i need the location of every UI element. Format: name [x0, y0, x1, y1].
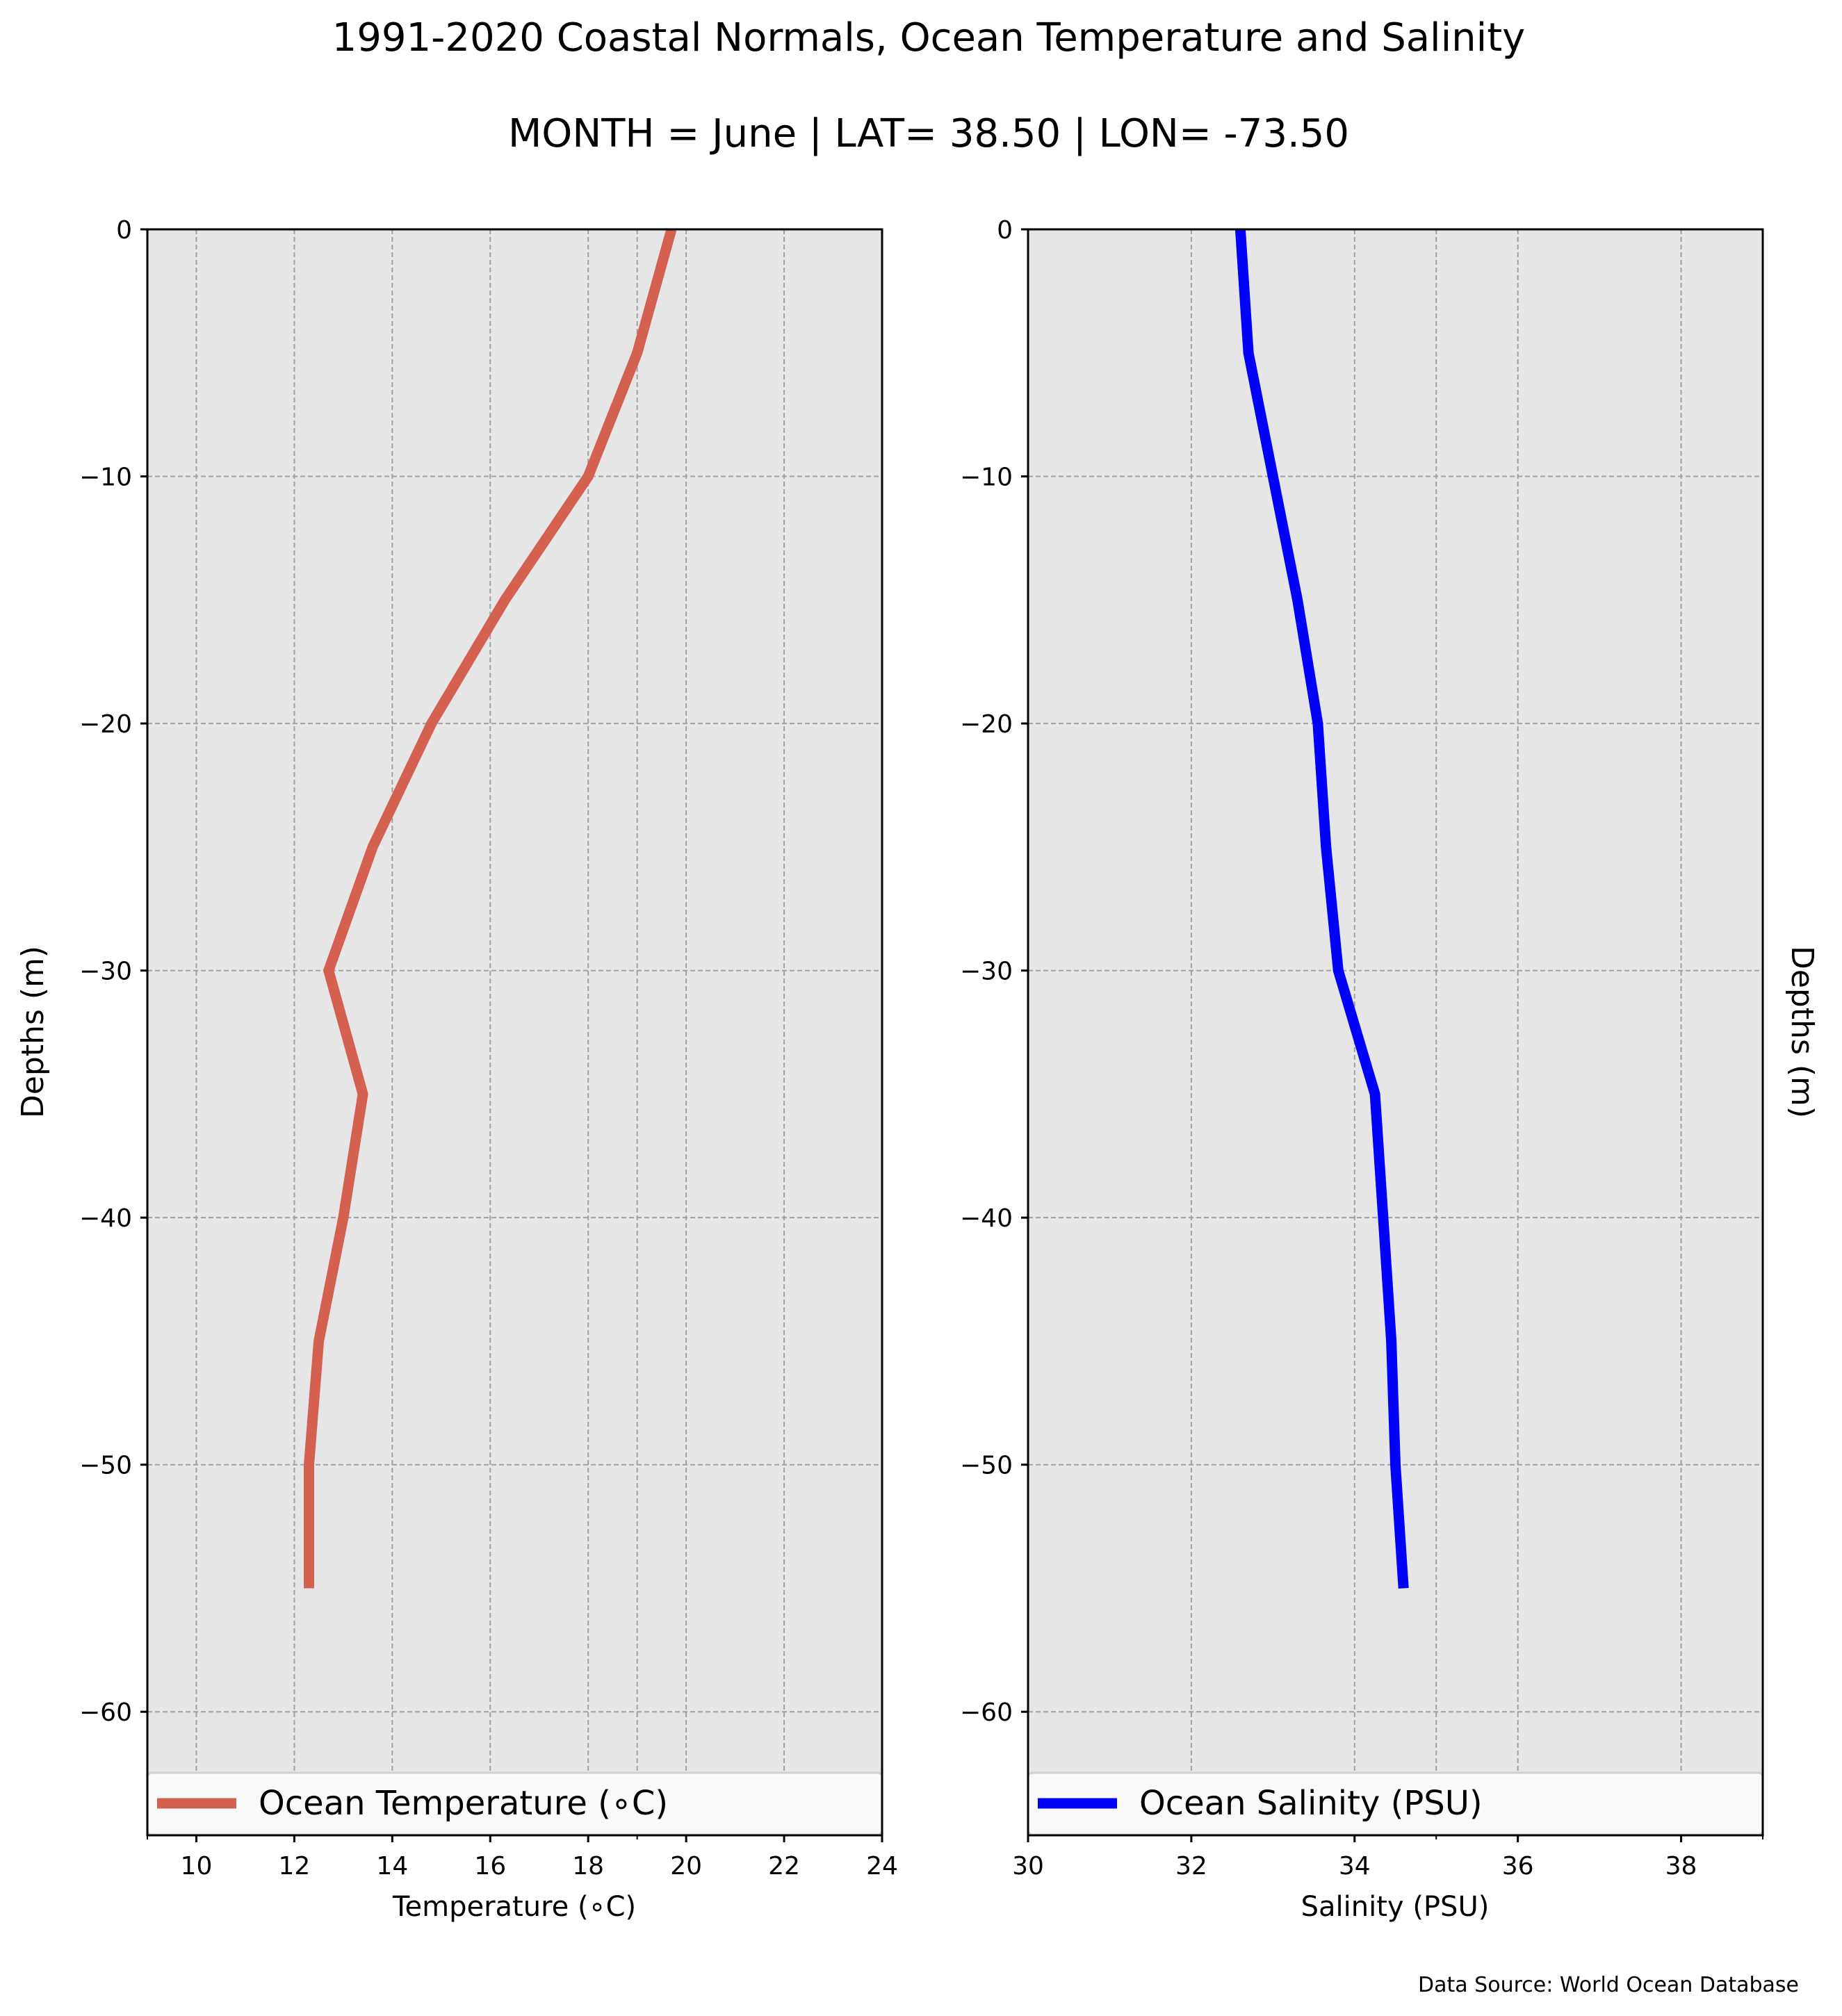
temperature-x-axis-label: Temperature (∘C): [392, 1891, 636, 1923]
temperature-y-axis-label: Depths (m): [15, 946, 51, 1118]
salinity-y-axis-label: Depths (m): [1784, 946, 1820, 1118]
salinity-panel: Ocean Salinity (PSU) 30 32 34 36 38 0 −10 −20 −…: [960, 216, 1820, 1923]
temp-y-tick-label: −40: [79, 1204, 132, 1233]
temperature-y-ticks: 0 −10 −20 −30 −40 −50 −60: [79, 216, 147, 1727]
sal-x-tick-label: 36: [1502, 1852, 1534, 1880]
sal-y-tick-label: −30: [960, 958, 1013, 986]
temp-y-tick-label: −20: [79, 710, 132, 739]
temp-x-tick-label: 18: [572, 1852, 604, 1880]
sal-y-tick-label: −40: [960, 1204, 1013, 1233]
salinity-x-axis-label: Salinity (PSU): [1301, 1891, 1490, 1923]
temperature-panel: Ocean Temperature (∘C) 10 12 14 16 18 20 22 24 …: [15, 216, 898, 1923]
temp-x-tick-label: 22: [768, 1852, 800, 1880]
salinity-legend: Ocean Salinity (PSU): [1027, 1771, 1764, 1836]
sal-x-tick-label: 30: [1012, 1852, 1044, 1880]
temperature-grid: [147, 229, 882, 1835]
salinity-y-ticks: 0 −10 −20 −30 −40 −50 −60: [960, 216, 1028, 1727]
sal-x-tick-label: 32: [1175, 1852, 1207, 1880]
temp-y-tick-label: 0: [116, 216, 132, 245]
temperature-axes-frame: [146, 228, 883, 1837]
temp-x-tick-label: 12: [278, 1852, 310, 1880]
temperature-profile-line: [304, 227, 677, 1589]
temperature-legend-label: Ocean Temperature (∘C): [259, 1784, 668, 1823]
sal-y-tick-label: −20: [960, 710, 1013, 739]
temperature-legend: Ocean Temperature (∘C): [146, 1771, 883, 1836]
salinity-legend-label: Ocean Salinity (PSU): [1139, 1784, 1483, 1823]
chart-title-line1: 1991-2020 Coastal Normals, Ocean Tempera…: [332, 15, 1526, 60]
sal-x-tick-label: 34: [1339, 1852, 1371, 1880]
temp-x-tick-label: 24: [866, 1852, 898, 1880]
temp-x-tick-label: 10: [181, 1852, 213, 1880]
temp-y-tick-label: −30: [79, 958, 132, 986]
temp-y-tick-label: −50: [79, 1452, 132, 1480]
temp-y-tick-label: −60: [79, 1698, 132, 1727]
temperature-plot-area: [147, 229, 882, 1835]
sal-x-tick-label: 38: [1665, 1852, 1697, 1880]
temp-x-tick-label: 14: [376, 1852, 408, 1880]
data-source-note: Data Source: World Ocean Database: [1418, 1973, 1799, 1997]
temp-y-tick-label: −10: [79, 464, 132, 492]
sal-y-tick-label: −50: [960, 1452, 1013, 1480]
temp-x-tick-label: 16: [474, 1852, 506, 1880]
salinity-plot-area: [1028, 229, 1763, 1835]
salinity-x-ticks: 30 32 34 36 38: [1012, 1835, 1763, 1880]
sal-y-tick-label: 0: [997, 216, 1013, 245]
salinity-axes-frame: [1027, 228, 1764, 1837]
temperature-x-ticks: 10 12 14 16 18 20 22 24: [147, 1835, 898, 1880]
chart-title-line2: MONTH = June | LAT= 38.50 | LON= -73.50: [508, 111, 1349, 156]
sal-y-tick-label: −10: [960, 464, 1013, 492]
sal-y-tick-label: −60: [960, 1698, 1013, 1727]
temp-x-tick-label: 20: [670, 1852, 702, 1880]
salinity-profile-line: [1234, 229, 1409, 1589]
